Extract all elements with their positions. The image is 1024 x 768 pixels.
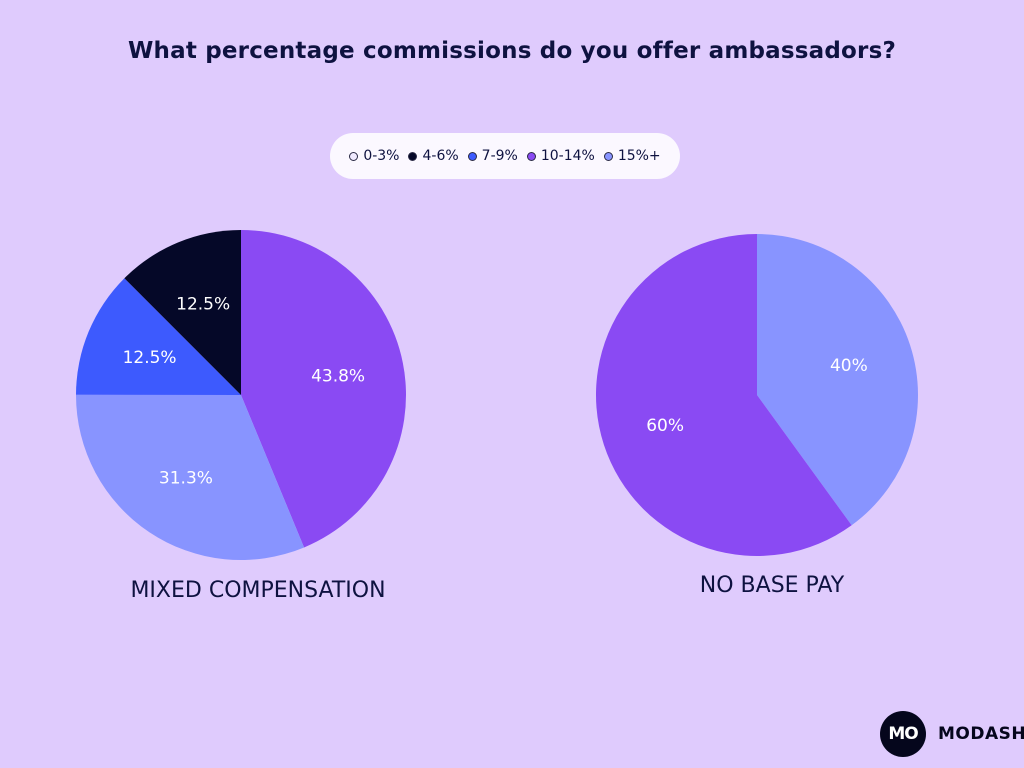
legend-swatch-10-14 [526, 151, 536, 161]
legend-swatch-0-3 [349, 151, 359, 161]
modash-logo-icon: MO [880, 711, 926, 757]
brand-name: MODASH [938, 724, 1024, 744]
pie-slice-15 [757, 234, 918, 526]
pie-slice-10-14 [241, 230, 406, 548]
legend-swatch-15-plus [603, 151, 613, 161]
pie-chart-no-base-pay: 40% 60% [596, 234, 918, 556]
legend-label-15-plus: 15%+ [617, 148, 661, 164]
chart-title: What percentage commissions do you offer… [127, 38, 897, 64]
pie-data-label: 12.5% [123, 348, 177, 368]
legend-swatch-4-6 [408, 151, 418, 161]
legend-item-0-3: 0-3% [349, 148, 399, 164]
pie-slice-10-14 [596, 234, 852, 556]
legend-label-10-14: 10-14% [540, 148, 595, 164]
pie-data-label: 31.3% [159, 468, 213, 488]
pie-data-label: 40% [830, 356, 868, 376]
legend-swatch-7-9 [467, 151, 477, 161]
pie-slice-4-6 [124, 229, 241, 395]
pie-slice-15 [76, 394, 305, 560]
legend-label-7-9: 7-9% [481, 148, 518, 164]
pie-chart-mixed-compensation: 43.8% 31.3% 12.5% 12.5% [76, 229, 406, 560]
legend-item-10-14: 10-14% [526, 148, 595, 164]
pie-data-label: 60% [646, 416, 684, 436]
legend-label-4-6: 4-6% [422, 148, 459, 164]
legend-item-15-plus: 15%+ [603, 148, 661, 164]
pie-data-label: 12.5% [176, 295, 230, 315]
brand: MO MODASH [880, 711, 1024, 757]
legend-item-4-6: 4-6% [408, 148, 459, 164]
pie-data-label: 43.8% [311, 367, 365, 387]
legend-item-7-9: 7-9% [467, 148, 518, 164]
legend: 0-3% 4-6% 7-9% 10-14% 15%+ [330, 133, 680, 179]
pie-label-no-base-pay: NO BASE PAY [699, 573, 845, 598]
legend-label-0-3: 0-3% [363, 148, 400, 164]
pie-slice-7-9 [76, 278, 241, 395]
pie-label-mixed-compensation: MIXED COMPENSATION [130, 578, 386, 603]
